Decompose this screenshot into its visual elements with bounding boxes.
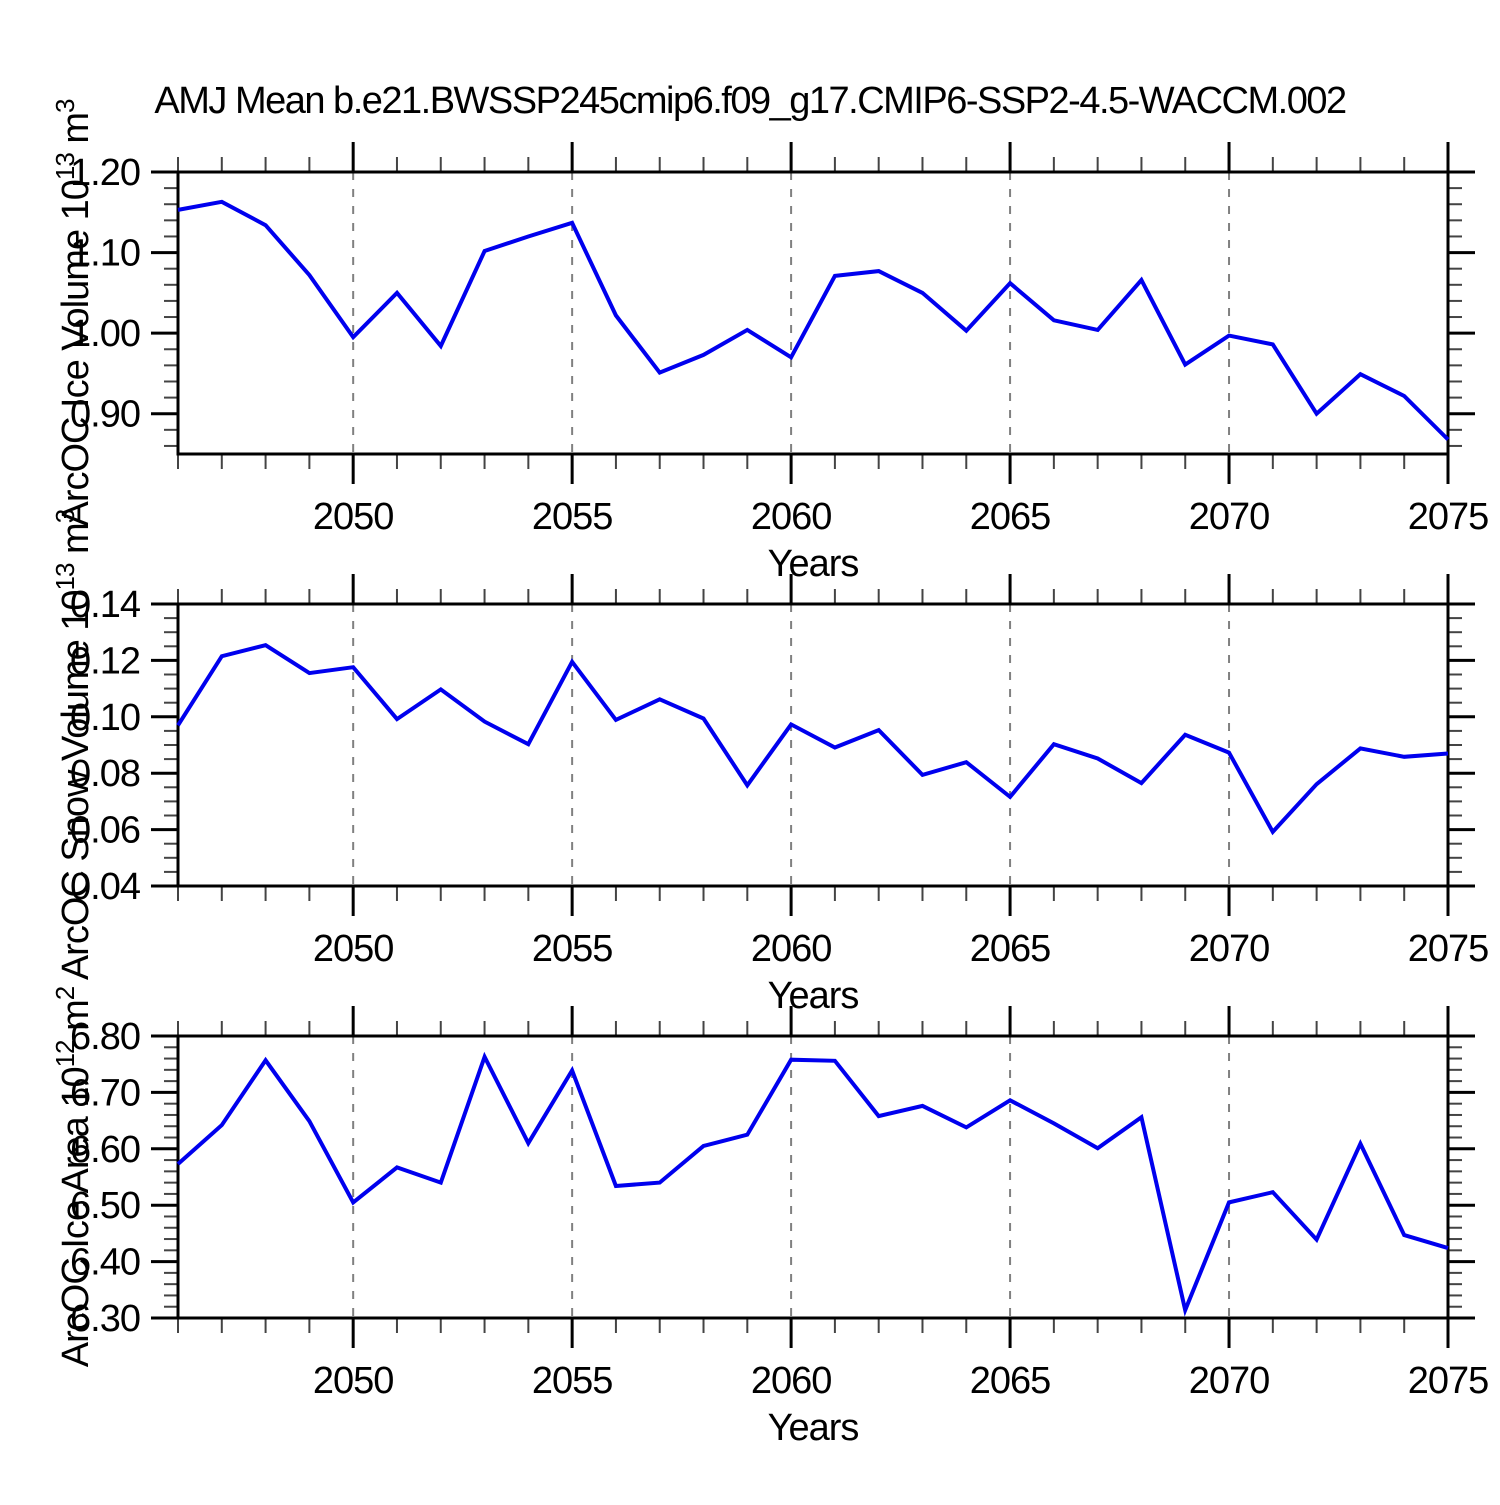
y-axis-title: ArcOC Ice Area 1012 m2 [50, 986, 97, 1367]
y-tick-label: 6.50 [70, 1185, 140, 1227]
y-tick-label: 1.00 [70, 313, 140, 355]
y-tick-label: 0.06 [70, 810, 140, 852]
y-tick-label: 0.90 [70, 394, 140, 436]
y-axis-title: ArcOC Snow Volume 1013 m3 [50, 509, 97, 980]
x-tick-label: 2050 [313, 1360, 394, 1402]
ice-area-line [176, 1051, 1449, 1317]
x-tick-label: 2065 [970, 928, 1051, 970]
snow-volume-line [176, 643, 1449, 836]
y-tick-label: 1.20 [70, 152, 140, 194]
x-tick-label: 2070 [1189, 496, 1270, 538]
y-axis-title-superscript: 13 [50, 563, 80, 590]
y-tick-label: 0.14 [70, 584, 141, 626]
x-tick-label: 2065 [970, 1360, 1051, 1402]
x-tick-label: 2060 [751, 496, 832, 538]
panel-frame [176, 170, 1450, 456]
chart-title: AMJ Mean b.e21.BWSSP245cmip6.f09_g17.CMI… [154, 80, 1346, 122]
y-axis-title-text: m [55, 523, 97, 563]
y-axis-title-superscript: 13 [50, 153, 80, 180]
x-axis-label: Years [768, 1407, 859, 1449]
x-tick-label: 2065 [970, 496, 1051, 538]
y-axis-title-superscript: 2 [50, 986, 80, 1000]
y-tick-label: 6.70 [70, 1072, 140, 1114]
x-tick-label: 2070 [1189, 928, 1270, 970]
y-tick-label: 6.30 [70, 1298, 140, 1340]
panel-frame [176, 602, 1450, 888]
y-axis-title-text: ArcOC Ice Volume 10 [55, 180, 97, 526]
panel-snow-volume: 0.04 0.06 0.08 0.10 0.12 0.14 2050 2055 2060 2065… [50, 509, 1489, 1017]
y-tick-label: 1.10 [70, 233, 140, 275]
y-axis-title-text: ArcOC Snow Volume 10 [55, 590, 97, 980]
ice-volume-line [177, 199, 1450, 441]
y-tick-label: 0.12 [70, 640, 140, 682]
x-tick-label: 2050 [313, 496, 394, 538]
y-tick-label: 0.04 [70, 866, 141, 908]
x-tick-label: 2050 [313, 928, 394, 970]
x-tick-label: 2070 [1189, 1360, 1270, 1402]
panel-frame [176, 1034, 1450, 1320]
y-axis-title-superscript: 3 [50, 99, 80, 113]
x-tick-label: 2060 [751, 1360, 832, 1402]
y-tick-label: 6.80 [70, 1016, 140, 1058]
y-axis-title-text: m [55, 1000, 97, 1040]
x-tick-label: 2055 [532, 1360, 613, 1402]
x-tick-label: 2075 [1408, 1360, 1489, 1402]
y-tick-label: 6.60 [70, 1129, 140, 1171]
panel-ice-area: 6.30 6.40 6.50 6.60 6.70 6.80 2050 2055 2060 2065… [50, 986, 1489, 1449]
y-axis-title-text: m [55, 113, 97, 153]
y-tick-label: 0.10 [70, 697, 140, 739]
x-tick-label: 2055 [532, 928, 613, 970]
y-tick-label: 0.08 [70, 753, 140, 795]
y-axis-title: ArcOC Ice Volume 1013 m3 [50, 99, 97, 527]
y-axis-title-text: ArcOC Ice Area 10 [55, 1067, 97, 1367]
x-axis-label: Years [768, 975, 859, 1017]
x-axis-label: Years [768, 543, 859, 585]
x-tick-label: 2075 [1408, 496, 1489, 538]
y-axis-title-superscript: 3 [50, 509, 80, 523]
x-tick-label: 2060 [751, 928, 832, 970]
y-tick-label: 6.40 [70, 1242, 140, 1284]
x-tick-label: 2075 [1408, 928, 1489, 970]
x-tick-label: 2055 [532, 496, 613, 538]
panel-ice-volume: 0.90 1.00 1.10 1.20 2050 2055 2060 2065 2070 2075… [50, 99, 1489, 585]
y-axis-title-superscript: 12 [50, 1040, 80, 1067]
